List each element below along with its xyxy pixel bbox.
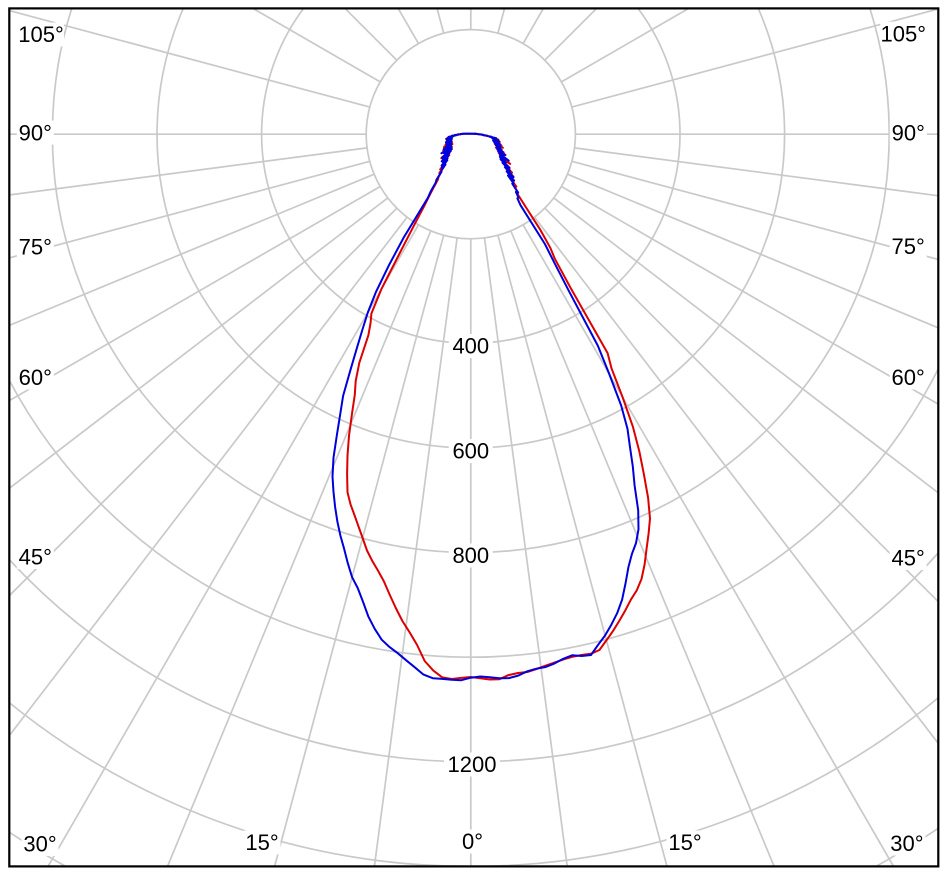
- svg-text:60°: 60°: [892, 365, 925, 390]
- svg-text:45°: 45°: [892, 546, 925, 571]
- svg-text:105°: 105°: [881, 21, 927, 46]
- svg-text:0°: 0°: [462, 829, 483, 854]
- svg-text:30°: 30°: [23, 832, 56, 857]
- svg-text:400: 400: [452, 334, 489, 359]
- svg-text:75°: 75°: [19, 235, 52, 260]
- svg-text:600: 600: [452, 439, 489, 464]
- svg-text:30°: 30°: [890, 831, 923, 856]
- svg-text:60°: 60°: [19, 365, 52, 390]
- svg-text:75°: 75°: [892, 234, 925, 259]
- svg-text:15°: 15°: [245, 830, 278, 855]
- svg-text:90°: 90°: [19, 120, 52, 145]
- svg-text:1200: 1200: [448, 752, 497, 777]
- svg-text:15°: 15°: [668, 830, 701, 855]
- svg-text:105°: 105°: [18, 22, 64, 47]
- svg-text:45°: 45°: [19, 545, 52, 570]
- svg-text:90°: 90°: [892, 121, 925, 146]
- svg-text:800: 800: [452, 543, 489, 568]
